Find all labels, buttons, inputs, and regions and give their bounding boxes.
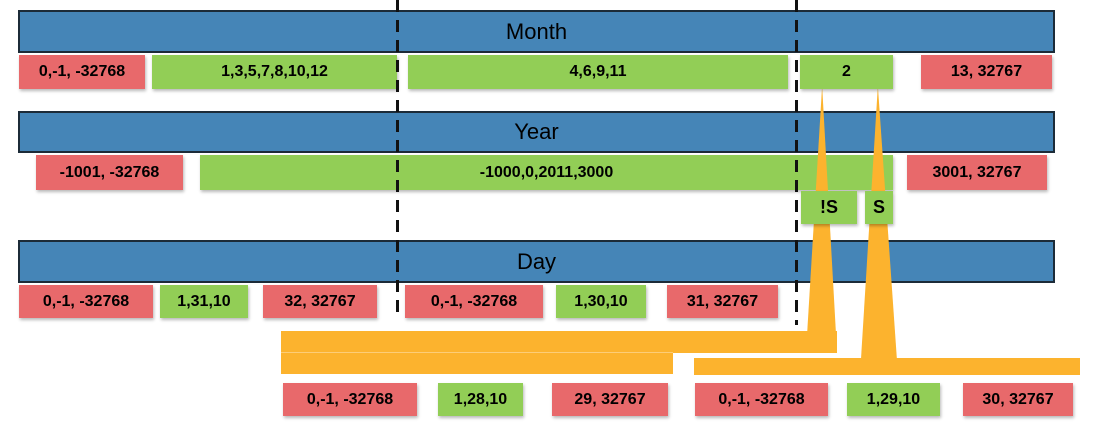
day-class-valid-30: 1,30,10 [556,285,646,318]
month-bar: Month [18,10,1055,53]
feb-leap-valid: 1,29,10 [847,383,940,416]
partition-divider-right [795,0,798,325]
year-class-valid: -1000,0,2011,3000 [200,155,893,190]
feb-leap-invalid-low: 0,-1, -32768 [695,383,828,416]
day-class-invalid-low-31: 0,-1, -32768 [19,285,153,318]
year-class-invalid-low: -1001, -32768 [36,155,183,190]
day-class-invalid-low-30: 0,-1, -32768 [405,285,543,318]
feb-leap-invalid-high: 30, 32767 [963,383,1073,416]
month-class-30day-months: 4,6,9,11 [408,55,788,89]
month-class-invalid-low: 0,-1, -32768 [19,55,145,89]
month-class-31day-months: 1,3,5,7,8,10,12 [152,55,397,89]
month-bar-label: Month [505,18,568,44]
feb-nonleap-valid: 1,28,10 [438,383,523,416]
year-class-invalid-high: 3001, 32767 [907,155,1047,190]
flow-bar-leap [694,358,1080,375]
day-bar: Day [18,240,1055,283]
flow-bar-nonleap-connector [281,331,837,353]
day-class-invalid-high-31: 32, 32767 [263,285,377,318]
year-bar-label: Year [514,119,559,144]
feb-nonleap-invalid-low: 0,-1, -32768 [283,383,417,416]
day-class-valid-31: 1,31,10 [160,285,248,318]
year-bar: Year [18,111,1055,153]
day-bar-label: Day [516,248,557,274]
leap-flag-nonleap: !S [801,191,857,224]
feb-nonleap-invalid-high: 29, 32767 [552,383,668,416]
partition-divider-left [396,0,399,318]
day-class-invalid-high-30: 31, 32767 [667,285,778,318]
flow-bar-nonleap [281,352,673,374]
month-class-invalid-high: 13, 32767 [921,55,1052,89]
leap-flag-leap: S [865,191,893,224]
month-class-february: 2 [800,55,893,89]
